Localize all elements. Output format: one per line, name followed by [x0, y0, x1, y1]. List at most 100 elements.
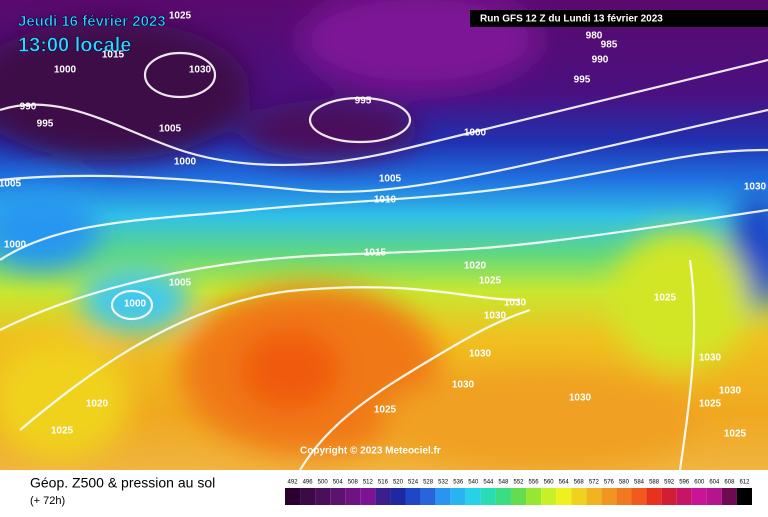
- scale-label: 536: [453, 480, 464, 486]
- time-label: 13:00 locale: [18, 34, 131, 56]
- isobar-label: 980: [586, 31, 603, 42]
- scale-label: 596: [679, 480, 690, 486]
- scale-cell: [616, 488, 632, 505]
- scale-label: 544: [483, 480, 494, 486]
- scale-cell: [676, 488, 692, 505]
- scale-label: 512: [363, 480, 374, 486]
- scale-label: 552: [513, 480, 524, 486]
- isobar-label: 1030: [744, 182, 767, 193]
- scale-cell: [706, 488, 722, 505]
- isobar-label: 1005: [159, 124, 182, 135]
- scale-label: 572: [589, 480, 600, 486]
- isobar-label: 1030: [569, 393, 592, 404]
- isobar-label: 995: [574, 75, 591, 86]
- isobar-label: 1030: [504, 298, 527, 309]
- scale-label: 560: [544, 480, 555, 486]
- scale-label: 500: [318, 480, 329, 486]
- scale-label: 496: [303, 480, 314, 486]
- scale-label: 524: [408, 480, 419, 486]
- isobar-label: 990: [20, 102, 37, 113]
- scale-cell: [661, 488, 677, 505]
- isobar-label: 1030: [484, 311, 507, 322]
- isobar-label: 1015: [364, 248, 387, 259]
- scale-label: 504: [333, 480, 344, 486]
- scale-cell: [541, 488, 557, 505]
- scale-cell: [360, 488, 376, 505]
- isobar-label: 1000: [174, 157, 197, 168]
- isobar-label: 1025: [374, 405, 397, 416]
- isobar-label: 1025: [169, 11, 192, 22]
- scale-cell: [405, 488, 421, 505]
- isobar-label: 1025: [51, 426, 74, 437]
- scale-label: 548: [498, 480, 509, 486]
- map-field: [0, 0, 768, 470]
- isobar-label: 995: [355, 96, 372, 107]
- run-label: Run GFS 12 Z du Lundi 13 février 2023: [480, 14, 663, 25]
- isobar-label: 1005: [379, 174, 402, 185]
- copyright: Copyright © 2023 Meteociel.fr: [300, 446, 441, 457]
- scale-cell: [480, 488, 496, 505]
- isobar-label: 995: [37, 119, 54, 130]
- isobars: [0, 51, 768, 470]
- scale-label: 592: [664, 480, 675, 486]
- scale-label: 600: [694, 480, 705, 486]
- run-box: [470, 10, 768, 27]
- isobar-label: 990: [592, 55, 609, 66]
- scale-cell: [556, 488, 572, 505]
- scale-cell: [721, 488, 737, 505]
- isobar-label: 1030: [452, 380, 475, 391]
- isobar-label: 1000: [54, 65, 77, 76]
- scale-label: 520: [393, 480, 404, 486]
- scale-label: 568: [574, 480, 585, 486]
- scale-cell: [465, 488, 481, 505]
- isobar-label: 1010: [374, 195, 397, 206]
- isobar-label: 1025: [479, 276, 502, 287]
- scale-cell: [646, 488, 662, 505]
- scale-label: 584: [634, 480, 645, 486]
- isobar-label: 1030: [719, 386, 742, 397]
- isobar-label: 1030: [699, 353, 722, 364]
- isobar-label: 1015: [102, 50, 125, 61]
- scale-label: 608: [724, 480, 735, 486]
- scale-cell: [526, 488, 542, 505]
- scale-label: 532: [438, 480, 449, 486]
- isobar-label: 1005: [0, 179, 22, 190]
- scale-label: 528: [423, 480, 434, 486]
- scale-label: 588: [649, 480, 660, 486]
- scale-cell: [315, 488, 331, 505]
- scale-cell: [495, 488, 511, 505]
- scale-cell: [510, 488, 527, 505]
- scale-label: 564: [559, 480, 570, 486]
- scale-cell: [601, 488, 617, 505]
- scale-cell: [420, 488, 436, 505]
- scale-cell: [631, 488, 647, 505]
- scale-label: 508: [348, 480, 359, 486]
- isobar-label: 1030: [189, 65, 212, 76]
- scale-cell: [435, 488, 451, 505]
- isobar-label: 985: [601, 40, 618, 51]
- footer-lead: (+ 72h): [30, 495, 65, 507]
- footer-title: Géop. Z500 & pression au sol: [30, 475, 215, 491]
- scale-cell: [586, 488, 602, 505]
- isobar-label: 1025: [699, 399, 722, 410]
- scale-cell: [375, 488, 391, 505]
- isobar-label: 1005: [169, 278, 192, 289]
- isobar-label: 1000: [124, 299, 147, 310]
- scale-label: 576: [604, 480, 615, 486]
- scale-cell: [450, 488, 466, 505]
- color-scale: 492 496 500 504 508 512 516 520 524 528 532 536 540 5…: [285, 480, 752, 505]
- isobar-label: 1000: [4, 240, 27, 251]
- scale-cell: [330, 488, 346, 505]
- scale-label: 556: [529, 480, 540, 486]
- scale-cell: [285, 488, 301, 505]
- scale-cell: [345, 488, 361, 505]
- scale-cell: [736, 488, 752, 505]
- isobar-label: 1025: [654, 293, 677, 304]
- scale-label: 604: [709, 480, 720, 486]
- isobar-label: 1030: [469, 349, 492, 360]
- isobar-label: 1020: [464, 261, 487, 272]
- scale-cell: [571, 488, 587, 505]
- isobar-label: 1025: [724, 429, 747, 440]
